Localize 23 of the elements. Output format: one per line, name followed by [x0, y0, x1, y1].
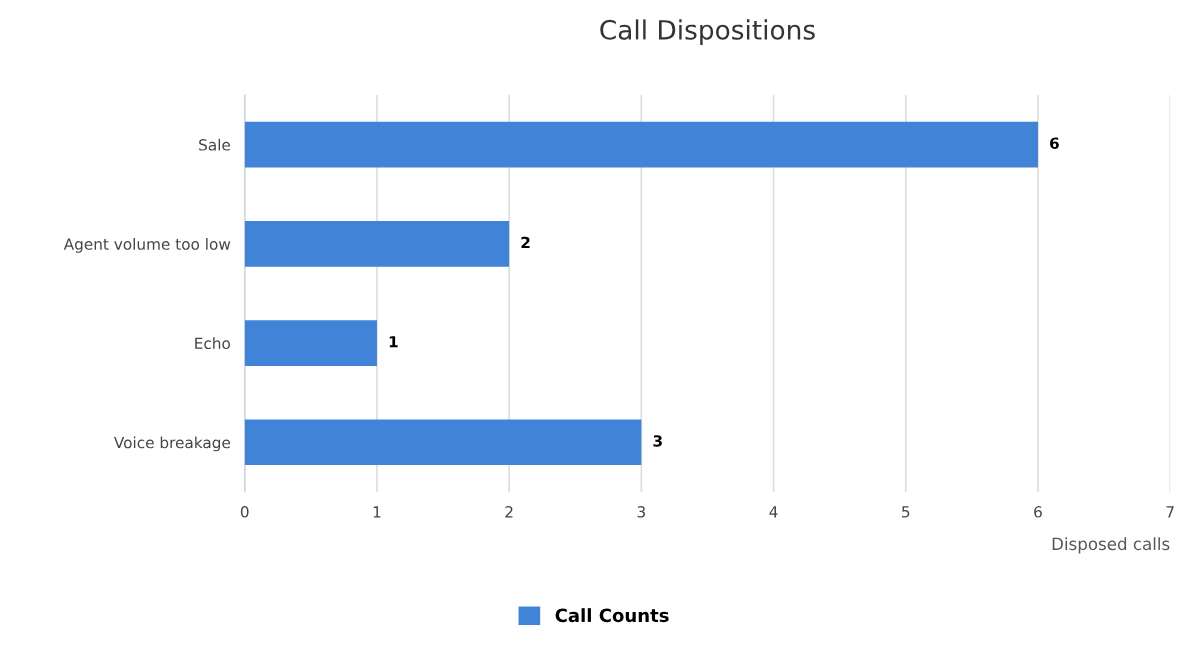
data-label: 1	[389, 336, 398, 348]
legend-label: Call Counts	[555, 608, 669, 623]
y-tick-label: Sale	[199, 138, 231, 151]
x-tick-label: 2	[505, 506, 513, 518]
bar	[244, 221, 510, 267]
data-label: 3	[653, 435, 662, 447]
chart-title: Call Dispositions	[600, 19, 815, 45]
x-tick-label: 4	[769, 506, 778, 518]
x-tick-label: 7	[1166, 506, 1174, 518]
data-label: 6	[1050, 137, 1059, 150]
x-tick-label: 6	[1034, 506, 1042, 518]
y-tick-label: Voice breakage	[114, 436, 231, 452]
bar	[244, 121, 1038, 168]
data-label: 2	[521, 236, 530, 249]
x-tick-label: 1	[373, 506, 381, 518]
y-tick-label: Agent volume too low	[63, 238, 231, 253]
x-tick-label: 5	[902, 506, 910, 518]
x-tick-label: 3	[637, 506, 645, 518]
x-axis-title: Disposed calls	[1052, 537, 1170, 554]
x-tick-label: 0	[240, 506, 249, 518]
y-tick-label: Echo	[195, 337, 230, 350]
bar	[244, 419, 642, 466]
bar	[244, 320, 377, 366]
